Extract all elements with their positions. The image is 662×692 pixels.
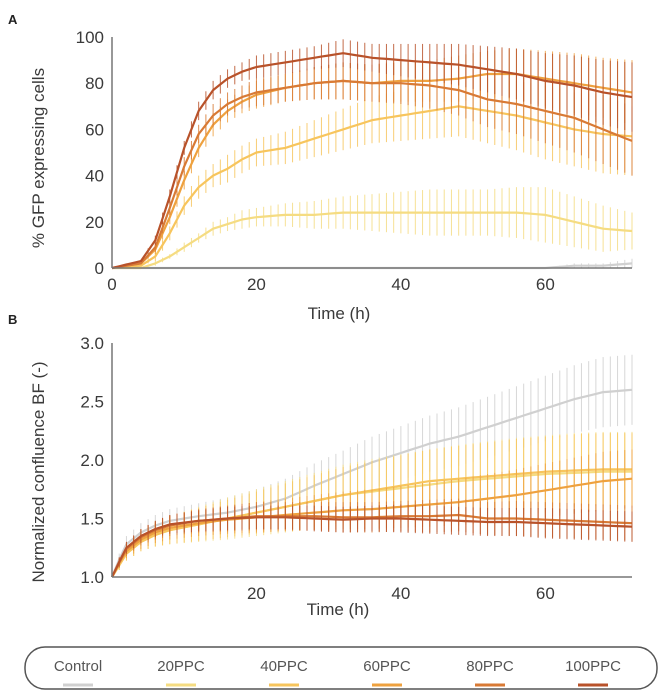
a-xtick-label: 60 [536, 275, 555, 294]
a-ytick-label: 80 [85, 74, 104, 93]
a-xtick-label: 0 [107, 275, 116, 294]
a-series-100ppc [111, 39, 633, 270]
panel-b-ylabel: Normalized confluence BF (-) [29, 361, 48, 582]
a-ytick-label: 40 [85, 167, 104, 186]
b-ytick-label: 3.0 [80, 334, 104, 353]
legend-label: 80PPC [466, 658, 514, 675]
b-xtick-label: 60 [536, 584, 555, 603]
a-ytick-label: 0 [95, 259, 104, 278]
panel-b: B 1.0 1.5 2.0 2.5 3.0 20 40 60 Time (h) Normali… [8, 312, 633, 619]
a-xtick-label: 40 [391, 275, 410, 294]
panel-a-ylabel: % GFP expressing cells [29, 68, 48, 248]
a-ytick-label: 20 [85, 213, 104, 232]
a-ytick-label: 60 [85, 120, 104, 139]
a-line-20ppc [112, 211, 633, 270]
panel-a-label: A [8, 12, 18, 27]
panel-a: A 0 20 40 60 80 100 0 20 40 60 Time (h) % GFP exp… [8, 12, 633, 323]
a-ytick-label: 100 [76, 28, 104, 47]
legend-label: Control [54, 658, 102, 675]
b-ytick-label: 2.5 [80, 393, 104, 412]
panel-b-xlabel: Time (h) [307, 600, 370, 619]
b-ytick-label: 1.0 [80, 568, 104, 587]
legend-frame [24, 646, 658, 690]
legend-label: 60PPC [363, 658, 411, 675]
b-ytick-label: 1.5 [80, 510, 104, 529]
a-series-20ppc [112, 187, 633, 270]
legend-label: 40PPC [260, 658, 308, 675]
panel-a-xlabel: Time (h) [308, 304, 371, 323]
b-xtick-label: 40 [391, 584, 410, 603]
panel-b-label: B [8, 312, 17, 327]
b-line-100ppc [111, 516, 633, 578]
a-xtick-label: 20 [247, 275, 266, 294]
a-series-40ppc [111, 76, 633, 270]
a-line-80ppc [111, 79, 633, 270]
legend: Control 20PPC 40PPC 60PPC 80PPC 100PPC [24, 646, 658, 690]
legend-label: 20PPC [157, 658, 205, 675]
b-series-100ppc [111, 504, 633, 578]
legend-label: 100PPC [565, 658, 621, 675]
b-ytick-label: 2.0 [80, 451, 104, 470]
b-xtick-label: 20 [247, 584, 266, 603]
a-line-100ppc [111, 52, 633, 270]
a-series-control [112, 258, 633, 270]
